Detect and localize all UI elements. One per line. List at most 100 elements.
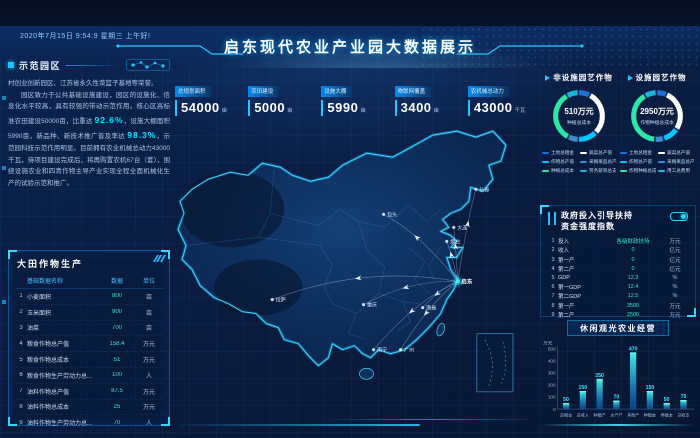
svg-text:250: 250 [595,373,604,379]
chart-title-leisure: 休闲观光农业经营 [567,320,669,336]
stat-unit: 亩 [287,107,293,114]
table-cell: 收入 [558,248,570,255]
province-borders [186,167,441,340]
china-outline-bright [177,130,507,367]
text-run: ，设施大棚面积5990亩，新品种、新技术推广普及率达 [8,117,170,140]
panel-demo-park: 示范园区 村创业创新园区、江苏省永久性菜篮子基地等荣誉。 园区致力于公共基础设施… [8,58,170,248]
map-city-dot [270,298,274,302]
header-cell: 单位 [142,279,155,285]
donut-center-value: 2950万元 [640,107,674,117]
stat-unit: 亩 [360,107,366,114]
svg-text:70: 70 [613,395,619,401]
bar-chart: 万元 0 100 200 300 400 500 50 总租金 150 总收入 250 种植产 70 水产产… [540,337,696,423]
legend-label: 土地总租金 [629,150,652,155]
stat-unit: 亩 [221,107,228,114]
legend-swatch [542,160,549,164]
title-line: 政府投入引导扶持 [561,211,633,220]
svg-text:150: 150 [579,385,588,391]
legend-swatch [658,160,665,164]
table-header: 基础数据名称 数据 单位 [15,274,163,289]
table-cell: % [672,284,678,291]
table-cell: 玉米面积 [27,310,52,317]
stat-value: 43000 [473,99,513,115]
table-cell: 7 [551,293,555,300]
table-row: 6 第一GDP 12.4% [548,283,688,292]
table-cell: 万元 [669,303,681,310]
donut-center: 510万元 种植总成本 [551,88,607,144]
datetime-text: 2020年7月15日 9:54:9 星期三 上午好! [20,33,151,40]
stat-card: 农田建设 5000 亩 [243,80,316,116]
bar [663,403,670,410]
donut-group-facility: 2950万元 作物种植总成本 土地总租金蔬菜总产值作物总产值采摘果品总产值作物种… [618,88,696,174]
table-cell: 第二产 [558,312,575,319]
toggle-icon[interactable] [670,212,688,221]
table-cell: % [672,293,678,300]
page-title: 启东现代农业产业园大数据展示 [223,39,476,56]
fade-overlay [8,224,170,240]
bar-category-label: 总收支 [677,411,689,417]
table-row: 7 第二GDP 12.5% [548,292,688,301]
donut-center: 2950万元 作物种植总成本 [629,88,685,144]
table-cell: 8 [19,403,23,410]
donut-center-label: 作物种植总成本 [640,120,674,126]
map-city-dot [372,348,376,352]
table-row: 3 第一产 0 亿元 [548,255,688,264]
map-city-label: 烟台 [450,238,460,245]
table-row: 1 小麦面积 800 亩 [15,289,163,305]
plane-icon [423,309,430,316]
bar-category-label: 总收入 [577,411,589,417]
plane-icon [354,275,362,281]
table-cell: 8 [551,302,555,309]
legend-swatch [658,151,665,155]
table-cell: % [672,274,678,281]
svg-text:50: 50 [664,397,670,403]
flight-route [400,281,458,350]
legend-item: 采摘果品总产值 [580,159,616,165]
map-city-dot [399,348,403,352]
bottom-decoration-line [320,419,540,420]
table-cell: 油料作物总成本 [27,405,70,412]
legend-swatch [542,169,549,173]
legend-label: 作物总产值 [551,159,574,164]
legend-item: 种植总成本 [542,168,578,174]
flight-routes [272,189,477,350]
panel-leisure-agriculture: 休闲观光农业经营 万元 0 100 200 300 400 500 50 总租金 150 总收入 25… [540,320,696,430]
table-cell: 0 [631,265,635,272]
stat-card: 物联网覆盖 3400 亩 [390,80,463,116]
table-cell: 0 [631,247,635,254]
text-run: 园区致力于公共基础设施建设，园区的设施化、信息化水平较高，具有较强的带动示范作用… [8,91,170,125]
table-cell: 5 [551,274,555,281]
table-cell: 5 [19,356,23,363]
title-line: 资金强度指数 [561,221,615,231]
table-cell: 4 [551,265,555,272]
china-map-panel: 长春 包头 大连 烟台 启东 南昌 重庆 拉萨 南宁 广州 [170,116,536,431]
plane-icon [453,243,459,250]
map-city-dot [361,303,366,307]
table-cell: 油料作物生产劳动力总... [27,421,93,428]
network-icon [126,59,170,71]
donut-segment [631,90,683,142]
panel-title: 大田作物生产 [17,259,84,269]
donut-chart-nonfacility: 510万元 种植总成本 [551,88,607,144]
flight-route [363,281,458,305]
table-cell: 万元 [669,239,681,246]
legend-label: 蔬菜总产值 [667,150,690,155]
header-cell: 基础数据名称 [27,279,64,285]
bar [579,391,586,410]
map-city-dot [382,212,386,216]
stat-value: 5000 [254,99,286,115]
plane-icon [449,251,455,259]
corner-decoration [8,250,17,259]
stat-card: 农机械总动力 43000 千瓦 [463,80,536,116]
table-cell: 投入 [558,239,570,246]
bar [680,400,687,410]
table-cell: 12.3 [627,274,639,281]
table-cell: 万元 [142,358,155,365]
table-cell: 亿元 [669,266,681,273]
svg-text:200: 200 [548,383,556,388]
table-cell: GDP [558,274,570,281]
bar [646,391,654,410]
legend-label: 作物种植总成本 [629,168,656,173]
